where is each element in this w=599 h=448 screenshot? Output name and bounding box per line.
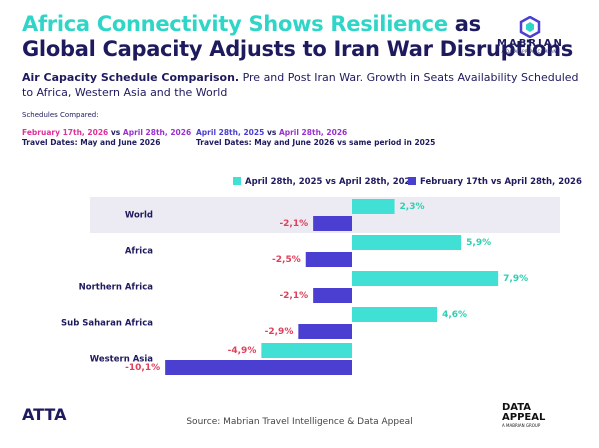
- schedule: February 17th, 2026 vs April 28th, 2026 T…: [22, 128, 191, 148]
- schedule-to: April 28th, 2026: [122, 128, 192, 137]
- schedule-from: February 17th, 2026: [22, 128, 109, 137]
- logo-name: DATA APPEAL: [502, 402, 546, 423]
- value-label: -4,9%: [228, 346, 257, 356]
- logo-name: MABRIAN: [497, 38, 564, 49]
- atta-logo: ATTA: [22, 405, 67, 424]
- data-appeal-logo: DATA APPEAL A MABRIAN GROUP: [502, 402, 552, 429]
- title-text: Global Capacity Adjusts to Iran War Disr…: [22, 37, 573, 61]
- legend-swatch: [233, 177, 241, 185]
- value-label: -10,1%: [125, 363, 160, 373]
- legend-label: February 17th vs April 28th, 2026: [420, 177, 582, 187]
- title-text: as: [454, 12, 481, 36]
- value-label: 2,3%: [400, 202, 425, 212]
- schedule-dates: Travel Dates: May and June 2026: [22, 138, 161, 147]
- bar: [352, 271, 499, 286]
- category-label: Sub Saharan Africa: [61, 319, 153, 329]
- bar: [305, 252, 352, 267]
- bar: [298, 324, 352, 339]
- value-label: -2,1%: [279, 219, 308, 229]
- category-label: Africa: [125, 247, 153, 257]
- bar: [352, 235, 462, 250]
- title: Africa Connectivity Shows Resilience as G…: [22, 12, 573, 62]
- schedule-dates: Travel Dates: May and June 2026 vs same …: [196, 138, 436, 147]
- category-label: Western Asia: [90, 355, 153, 365]
- value-label: 4,6%: [442, 310, 467, 320]
- category-label: Northern Africa: [79, 283, 154, 293]
- bar: [165, 360, 352, 375]
- subtitle-bold: Air Capacity Schedule Comparison.: [22, 71, 240, 84]
- logo-sub: A MABRIAN GROUP: [502, 423, 541, 428]
- schedule-from: April 28th, 2025: [196, 128, 265, 137]
- title-highlight: Africa Connectivity Shows Resilience: [22, 12, 448, 36]
- value-label: -2,1%: [279, 291, 308, 301]
- schedule-vs: vs: [266, 128, 277, 137]
- value-label: -2,9%: [265, 327, 294, 337]
- category-label: World: [125, 211, 153, 221]
- schedule: April 28th, 2025 vs April 28th, 2026 Trav…: [196, 128, 435, 148]
- logo: MABRIAN A DATA APPEAL COMPANY: [497, 16, 564, 54]
- value-label: 5,9%: [466, 238, 491, 248]
- bar: [313, 288, 352, 303]
- subtitle-text: Pre and Post Iran War. Growth in Seats A…: [22, 71, 579, 99]
- bar: [313, 216, 352, 231]
- subtitle: Air Capacity Schedule Comparison. Pre an…: [22, 70, 582, 100]
- bar: [352, 199, 395, 214]
- logo-icon: [520, 16, 541, 38]
- source: Source: Mabrian Travel Intelligence & Da…: [186, 417, 413, 427]
- value-label: -2,5%: [272, 255, 301, 265]
- bar: [352, 307, 438, 322]
- bar: [261, 343, 352, 358]
- logo-sub: A DATA APPEAL COMPANY: [501, 49, 560, 54]
- schedule-vs: vs: [110, 128, 121, 137]
- schedule-to: April 28th, 2026: [278, 128, 348, 137]
- value-label: 7,9%: [503, 274, 528, 284]
- legend-label: April 28th, 2025 vs April 28th, 2025: [245, 177, 416, 187]
- legend-swatch: [408, 177, 416, 185]
- schedules-heading: Schedules Compared:: [22, 111, 99, 119]
